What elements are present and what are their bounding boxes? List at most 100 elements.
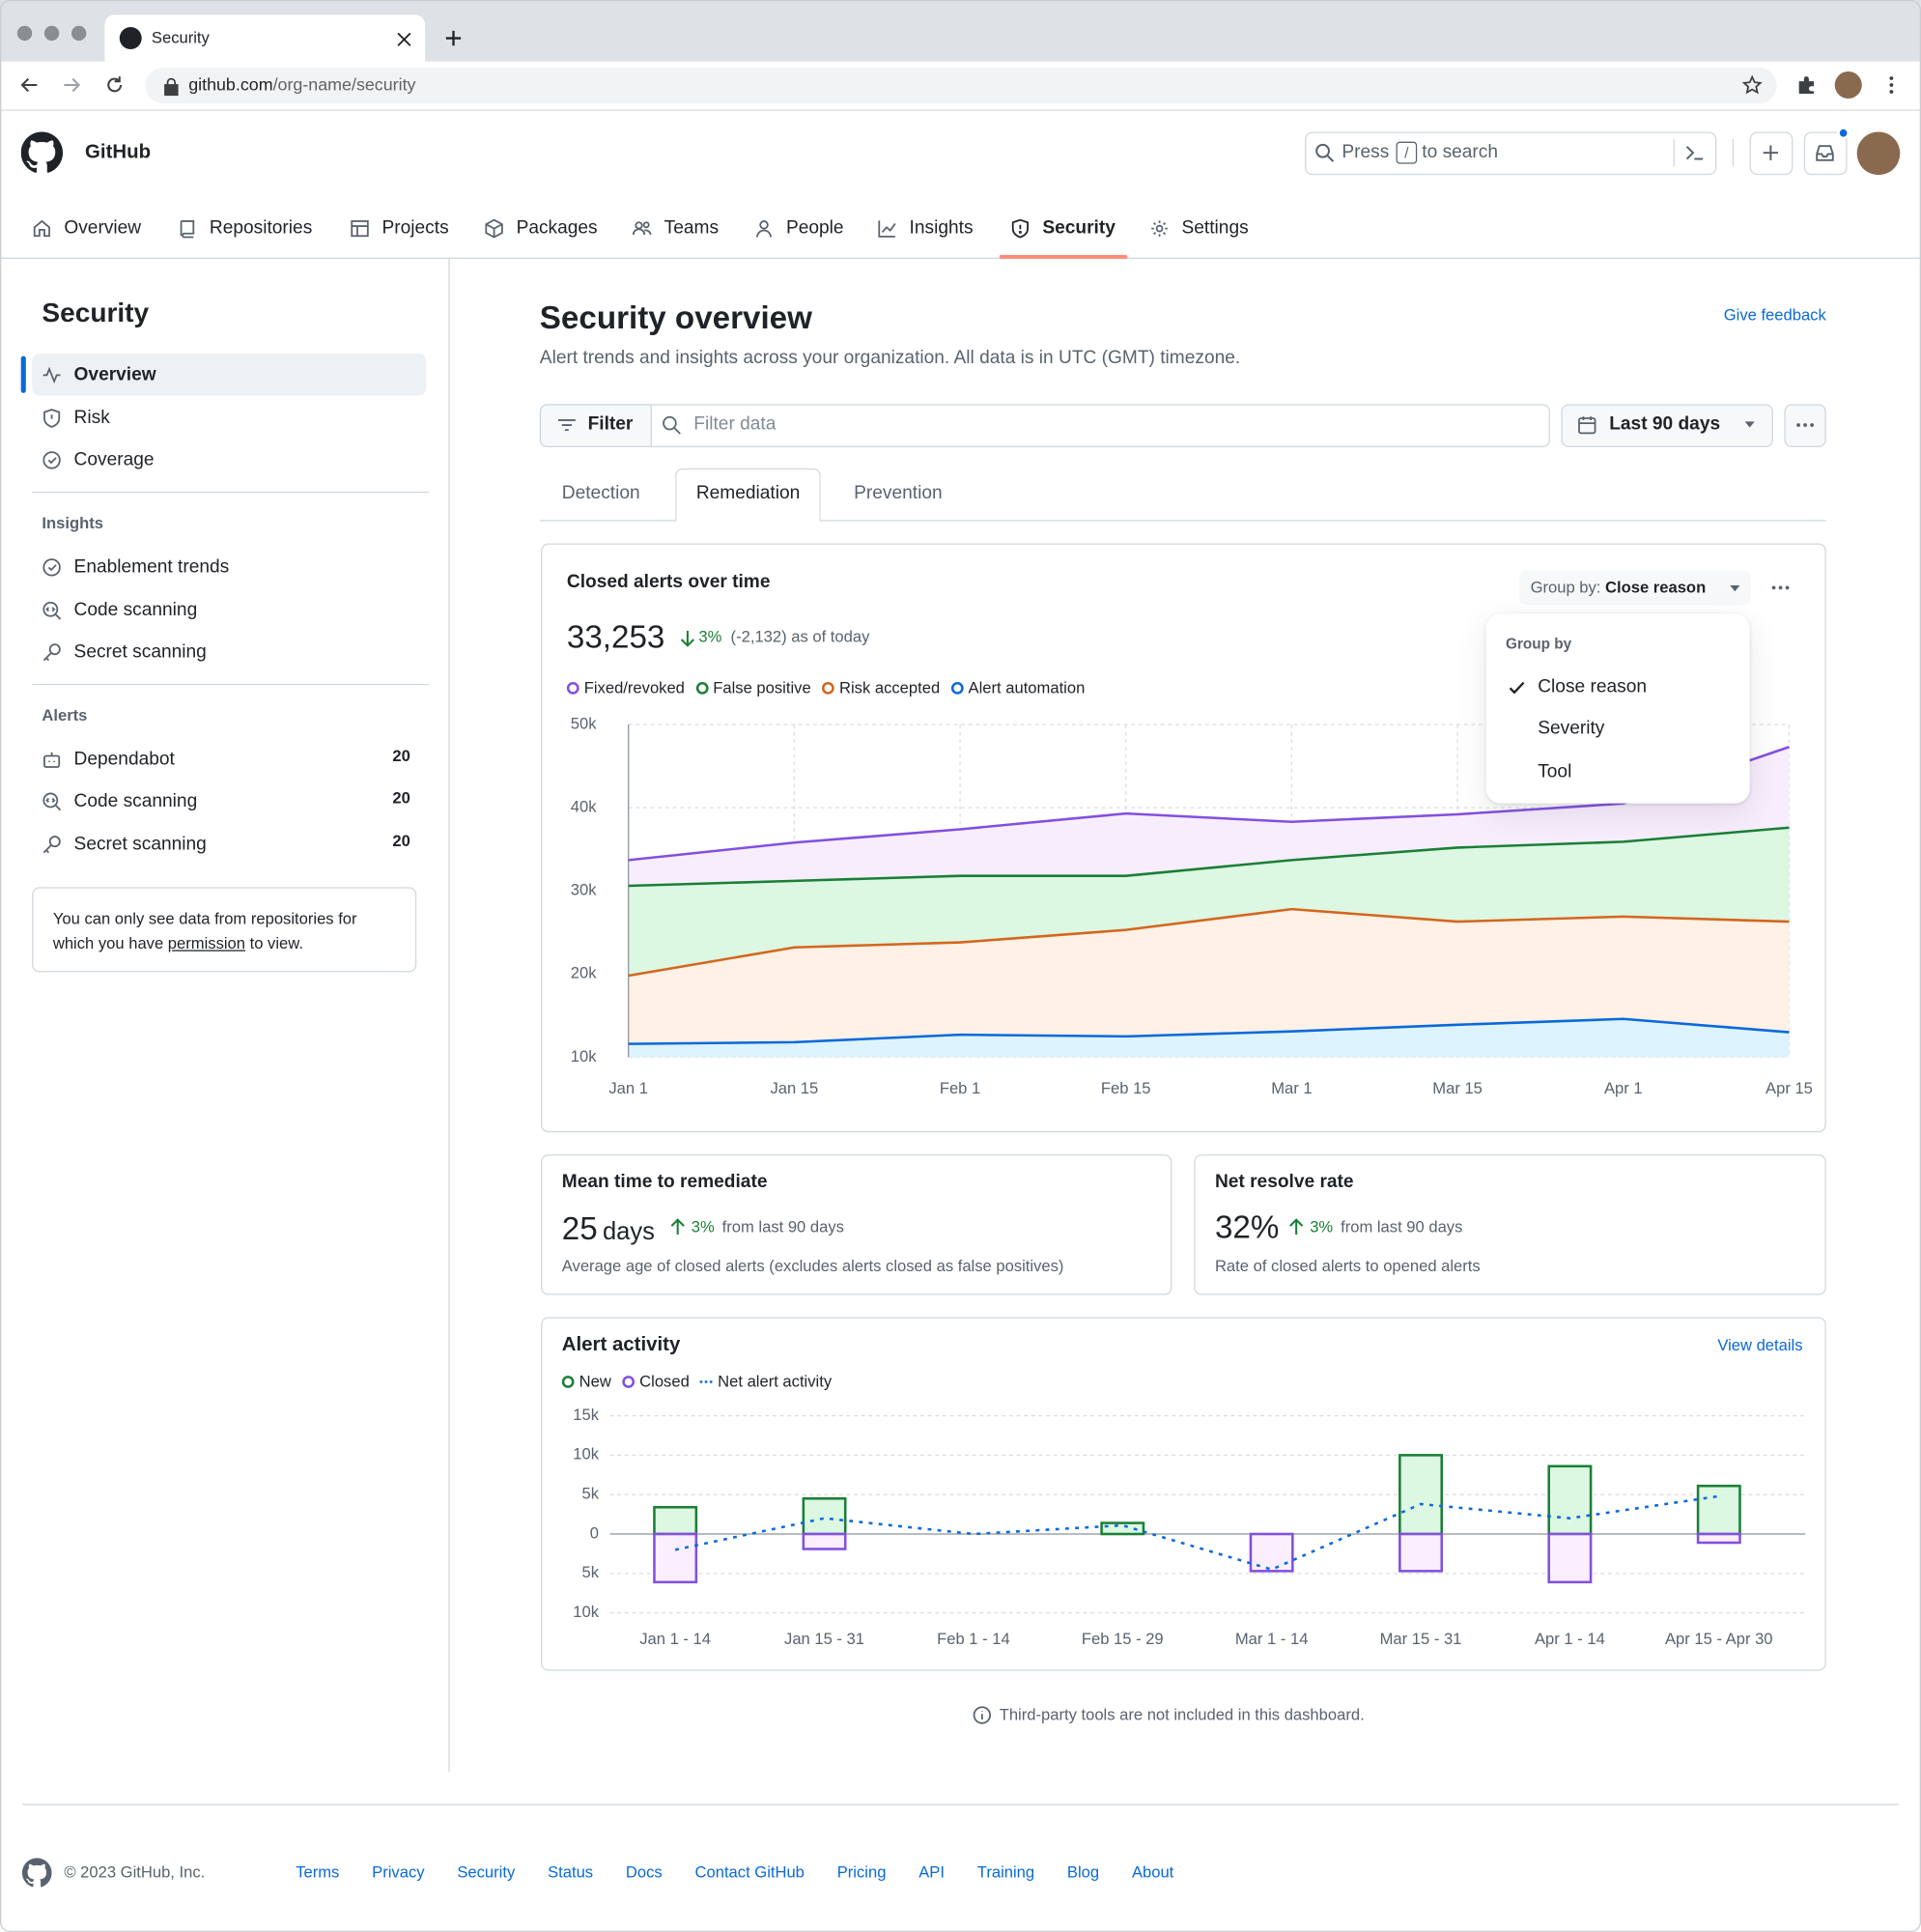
back[interactable] xyxy=(19,75,39,95)
footer-link[interactable]: Blog xyxy=(1066,1862,1100,1882)
nav-active-underline xyxy=(999,255,1128,259)
nav-item[interactable]: Projects xyxy=(350,217,449,239)
section-heading: Insights xyxy=(42,513,103,532)
metric-card xyxy=(541,1154,1172,1295)
address-bar[interactable] xyxy=(145,68,1777,104)
legend-label: Closed xyxy=(639,1372,690,1391)
alert-count: 20 xyxy=(392,831,410,850)
nav-item[interactable]: Insights xyxy=(877,217,974,239)
new-tab[interactable] xyxy=(443,28,463,47)
tab[interactable]: Remediation xyxy=(695,482,801,504)
nav-item[interactable]: Teams xyxy=(632,217,719,239)
filter-input[interactable] xyxy=(539,404,1550,448)
footer-link[interactable]: Privacy xyxy=(372,1862,425,1882)
legend-item: False positive xyxy=(695,678,811,696)
create-button[interactable] xyxy=(1749,131,1794,176)
nav-label: Repositories xyxy=(209,217,313,239)
search-suffix: to search xyxy=(1422,141,1499,162)
footer-link[interactable]: Pricing xyxy=(836,1862,887,1882)
nav-item[interactable]: Settings xyxy=(1149,217,1249,239)
card-menu[interactable] xyxy=(1770,578,1790,597)
tab[interactable] xyxy=(104,14,426,62)
sidebar-title: Security xyxy=(42,297,150,328)
close-tab[interactable] xyxy=(394,30,413,49)
feedback-link[interactable]: Give feedback xyxy=(1723,305,1826,325)
group-by-menu: Group by Close reason Severity Tool xyxy=(1485,613,1750,804)
browser-menu[interactable] xyxy=(1881,75,1901,95)
note-link[interactable]: permission xyxy=(167,933,246,952)
window-dot[interactable] xyxy=(43,25,60,42)
sidebar-item[interactable]: Overview xyxy=(42,364,156,385)
nav-label: Projects xyxy=(381,217,449,239)
metric-number: 32% xyxy=(1214,1208,1280,1246)
date-range-button[interactable] xyxy=(1561,404,1773,448)
window-dot[interactable] xyxy=(16,25,33,42)
info-icon xyxy=(973,1706,992,1724)
user-avatar[interactable] xyxy=(1856,131,1901,176)
notice: Third-party tools are not included in th… xyxy=(999,1705,1365,1724)
sidebar-item[interactable]: Dependabot xyxy=(42,749,175,770)
copyright: © 2023 GitHub, Inc. xyxy=(64,1862,206,1882)
metric-change: 3% xyxy=(691,1217,715,1236)
footer-link[interactable]: Security xyxy=(457,1862,516,1882)
command-palette[interactable] xyxy=(1684,143,1704,162)
footer-link[interactable]: API xyxy=(918,1862,945,1882)
url-path: /org-name/security xyxy=(272,73,416,95)
alert-count: 20 xyxy=(392,788,410,808)
metric-change-detail: from last 90 days xyxy=(1341,1217,1463,1236)
nav-label: Packages xyxy=(516,217,598,239)
active-tab xyxy=(675,468,821,522)
legend-label: Risk accepted xyxy=(839,678,941,697)
metric-number: 25 xyxy=(561,1209,598,1247)
legend-item: Alert automation xyxy=(950,678,1085,696)
sidebar-item[interactable]: Secret scanning xyxy=(42,641,207,663)
footer-link[interactable]: Status xyxy=(548,1862,594,1882)
divider xyxy=(32,683,429,686)
menu-option[interactable]: Tool xyxy=(1538,760,1572,782)
nav-label: Insights xyxy=(909,217,974,239)
footer-link[interactable]: Training xyxy=(976,1862,1035,1882)
url-host: github.com xyxy=(188,73,273,95)
forward[interactable] xyxy=(62,75,81,95)
bookmark[interactable] xyxy=(1742,74,1763,95)
brand[interactable]: GitHub xyxy=(85,141,152,163)
alert-activity-card xyxy=(541,1317,1826,1671)
window-dot[interactable] xyxy=(71,25,87,42)
nav-label: Settings xyxy=(1181,217,1249,239)
metric-change: 3% xyxy=(1310,1217,1334,1236)
sidebar-item[interactable]: Code scanning xyxy=(42,600,197,620)
sidebar-item[interactable]: Secret scanning xyxy=(42,834,207,855)
footer-link[interactable]: Terms xyxy=(296,1862,340,1882)
tab[interactable]: Prevention xyxy=(854,482,943,504)
sidebar-item[interactable]: Code scanning xyxy=(42,790,197,811)
footer-links: Terms Privacy Security Status Docs Contact Gi… xyxy=(296,1862,1173,1883)
filter-button[interactable] xyxy=(539,404,652,448)
menu-option[interactable]: Close reason xyxy=(1538,675,1647,697)
reload[interactable] xyxy=(104,75,124,95)
footer-link[interactable]: Docs xyxy=(625,1862,663,1882)
group-by-button[interactable] xyxy=(1519,570,1751,606)
legend-marker xyxy=(822,681,834,695)
footer-logo[interactable] xyxy=(21,1858,52,1888)
nav-item[interactable]: Packages xyxy=(484,217,598,239)
footer-link[interactable]: About xyxy=(1131,1862,1174,1882)
extensions[interactable] xyxy=(1796,75,1816,95)
legend-item: Closed xyxy=(622,1372,690,1391)
nav-item[interactable]: Repositories xyxy=(178,217,313,239)
view-details-link[interactable]: View details xyxy=(1717,1335,1803,1354)
tab[interactable]: Detection xyxy=(561,482,640,504)
github-logo[interactable] xyxy=(20,131,64,173)
profile-avatar[interactable] xyxy=(1834,71,1862,99)
footer-link[interactable]: Contact GitHub xyxy=(694,1862,805,1882)
nav-item[interactable]: Security xyxy=(1010,217,1116,239)
note-text: You can only see data from repositories … xyxy=(52,909,357,952)
sidebar-item[interactable]: Coverage xyxy=(42,449,155,470)
card-title: Closed alerts over time xyxy=(566,571,771,593)
sidebar-item[interactable]: Risk xyxy=(42,408,110,428)
search-box[interactable] xyxy=(1305,131,1717,176)
nav-item[interactable]: People xyxy=(754,217,844,239)
sidebar-item[interactable]: Enablement trends xyxy=(42,556,229,578)
menu-option[interactable]: Severity xyxy=(1538,718,1605,739)
inbox-button[interactable] xyxy=(1803,131,1848,176)
nav-item[interactable]: Overview xyxy=(32,217,141,239)
